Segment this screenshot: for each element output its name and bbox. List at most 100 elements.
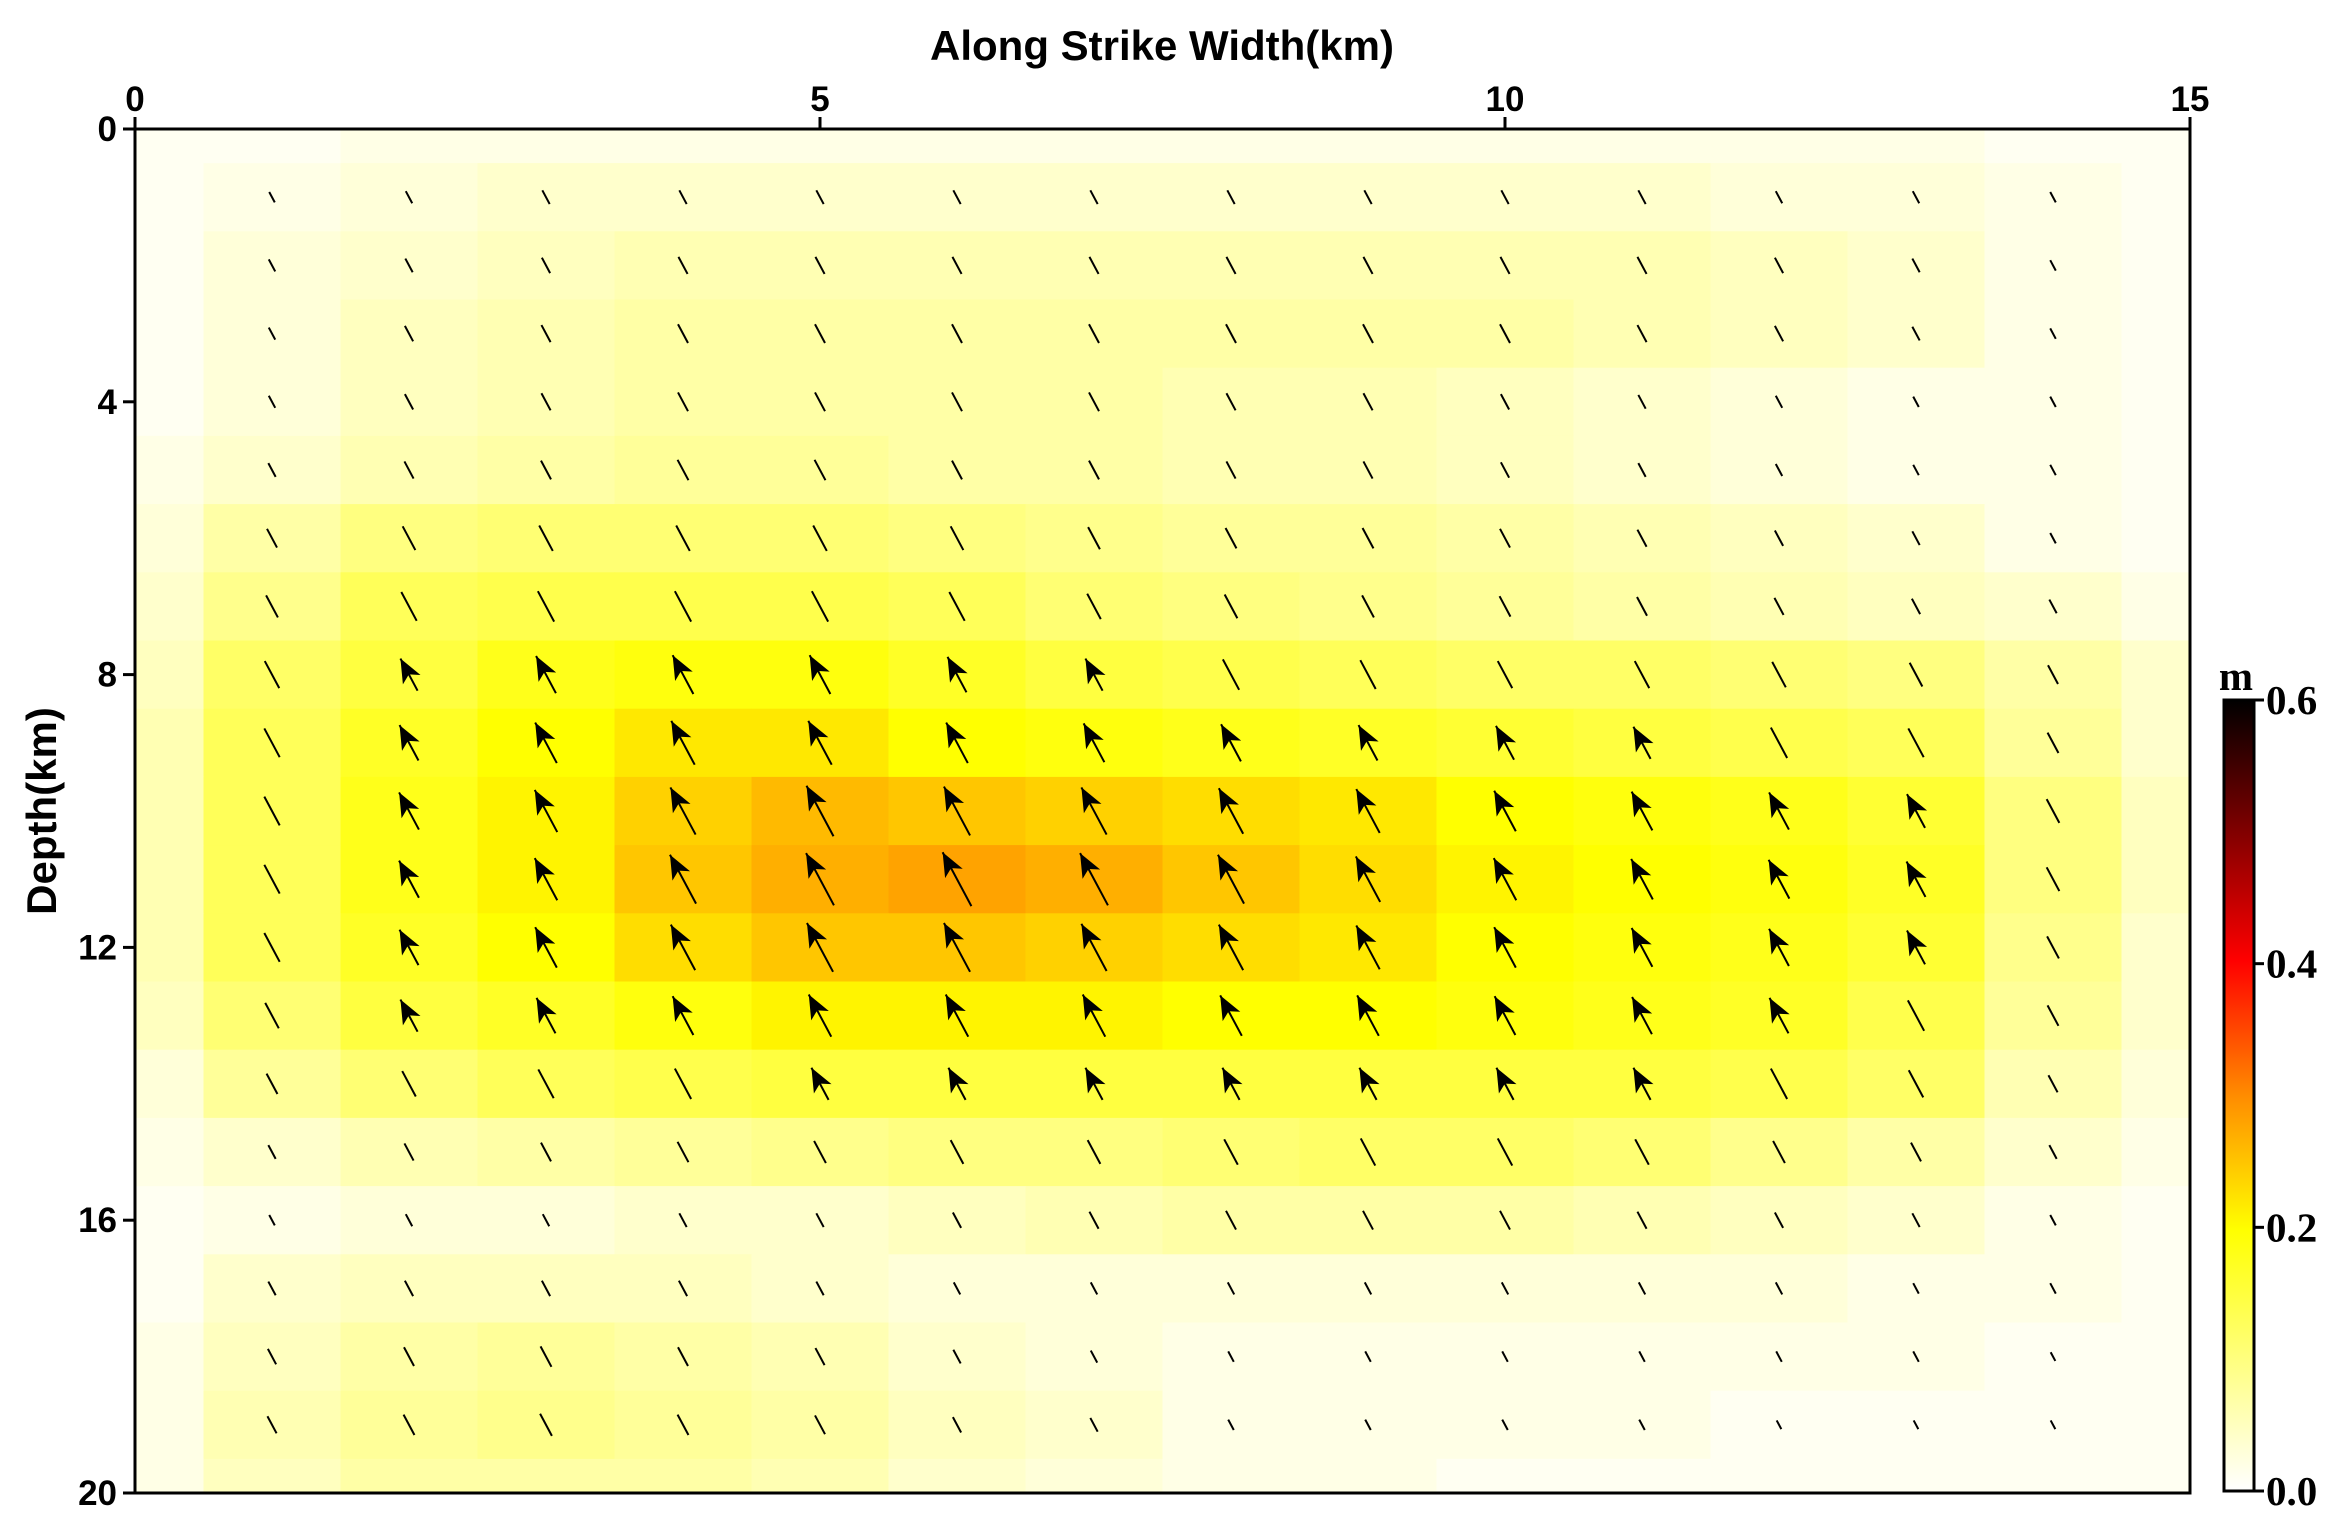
- slip-vector-head: [1081, 787, 1102, 814]
- slip-vector: [1496, 660, 1514, 689]
- slip-vector-head: [1906, 930, 1928, 957]
- slip-vector: [539, 1345, 553, 1368]
- heatmap-cell: [2121, 1254, 2191, 1324]
- slip-vector: [267, 1348, 277, 1365]
- slip-vector: [951, 323, 963, 344]
- colorbar-tick-label: 0.0: [2266, 1468, 2317, 1514]
- slip-vector: [676, 459, 690, 481]
- slip-vector: [2049, 532, 2057, 544]
- slip-vector-head: [1081, 923, 1102, 950]
- slip-vector: [1225, 460, 1237, 480]
- slip-vector-head: [399, 792, 420, 819]
- slip-vector: [1359, 1137, 1377, 1167]
- slip-vector-head: [1221, 724, 1242, 751]
- slip-vector: [263, 660, 281, 689]
- slip-vector: [540, 324, 552, 343]
- slip-vector: [2048, 599, 2058, 614]
- slip-vector: [1088, 460, 1100, 480]
- slip-vector-head: [1496, 1067, 1517, 1094]
- heatmap-cell: [135, 572, 205, 642]
- slip-vector: [814, 391, 826, 412]
- y-tick-label: 20: [78, 1474, 117, 1513]
- heatmap-cell: [888, 129, 1027, 164]
- y-tick-label: 0: [98, 110, 117, 149]
- slip-vector: [2046, 935, 2060, 959]
- heatmap-cell: [203, 1458, 342, 1494]
- slip-vector: [676, 1414, 690, 1436]
- slip-vector: [1361, 594, 1375, 618]
- heatmap-cell: [135, 504, 205, 573]
- heatmap-cell: [1573, 129, 1712, 164]
- heatmap-cell: [1162, 129, 1301, 164]
- heatmap-cell: [1025, 1458, 1164, 1494]
- slip-vector-head: [1631, 927, 1652, 954]
- slip-vector: [1774, 530, 1784, 547]
- slip-vector: [267, 462, 277, 478]
- slip-vector: [1227, 1350, 1235, 1363]
- slip-vector: [1637, 1281, 1647, 1295]
- slip-vector: [1362, 392, 1374, 411]
- slip-vector-head: [1217, 854, 1239, 881]
- slip-vector: [1362, 323, 1374, 344]
- heatmap-cell: [135, 367, 205, 437]
- heatmap-cell: [135, 1458, 205, 1494]
- heatmap-cell: [135, 640, 205, 710]
- slip-vector-head: [1768, 859, 1789, 886]
- slip-vector-head: [1218, 924, 1239, 951]
- slip-vector: [1086, 1139, 1102, 1165]
- slip-vector: [1912, 396, 1920, 408]
- slip-vector: [814, 256, 826, 275]
- slip-vector: [2045, 798, 2061, 824]
- slip-vector: [268, 191, 276, 203]
- slip-vector: [1225, 256, 1237, 275]
- colorbar-ticks: 0.0 0.2 0.4 0.6: [2254, 677, 2317, 1514]
- slip-vector-head: [1632, 997, 1653, 1023]
- slip-vector: [1501, 1350, 1509, 1363]
- heatmap-cell: [1710, 129, 1849, 164]
- slip-vectors: [263, 189, 2061, 1437]
- slip-vector: [266, 528, 278, 549]
- x-axis-title: Along Strike Width(km): [930, 22, 1394, 69]
- colorbar-tick-label: 0.2: [2266, 1204, 2317, 1250]
- slip-vector: [1498, 595, 1512, 618]
- slip-vector-head: [1083, 723, 1104, 750]
- slip-vector: [402, 1414, 416, 1436]
- slip-vector: [2049, 1419, 2057, 1430]
- heatmap-cells: [135, 129, 2191, 1494]
- slip-vector: [2049, 191, 2057, 203]
- slip-vector: [1499, 323, 1511, 344]
- slip-vector-head: [1355, 856, 1376, 883]
- slip-vector: [1226, 189, 1236, 205]
- slip-vector: [1088, 1211, 1100, 1230]
- slip-vector: [1912, 464, 1920, 476]
- slip-vector: [2045, 866, 2061, 892]
- heatmap-cell: [1984, 1458, 2123, 1494]
- slip-vector-head: [1218, 788, 1239, 815]
- y-tick-label: 8: [98, 656, 117, 695]
- slip-vector: [677, 256, 689, 275]
- heatmap-cell: [135, 1186, 205, 1255]
- slip-vector-head: [1906, 861, 1927, 888]
- heatmap-cell: [477, 129, 616, 164]
- slip-vector: [1088, 391, 1100, 412]
- slip-vector: [1361, 527, 1375, 549]
- slip-vector: [949, 1139, 965, 1165]
- heatmap-cell: [2121, 913, 2191, 983]
- slip-vector: [676, 1141, 690, 1163]
- slip-vector: [1775, 1350, 1783, 1363]
- slip-vector: [2049, 1214, 2057, 1226]
- slip-vector: [403, 1346, 415, 1367]
- heatmap-cell: [135, 981, 205, 1051]
- slip-vector: [404, 393, 414, 410]
- slip-vector-head: [806, 922, 828, 949]
- slip-vector: [1088, 323, 1100, 344]
- slip-vector: [1226, 1281, 1236, 1295]
- slip-vector: [1499, 1210, 1511, 1231]
- slip-vector-head: [1494, 927, 1515, 953]
- heatmap-cell: [2121, 1117, 2191, 1187]
- heatmap-cell: [2121, 708, 2191, 778]
- slip-vector: [678, 1212, 688, 1228]
- slip-vector-head: [400, 999, 421, 1026]
- slip-vector: [267, 1144, 277, 1160]
